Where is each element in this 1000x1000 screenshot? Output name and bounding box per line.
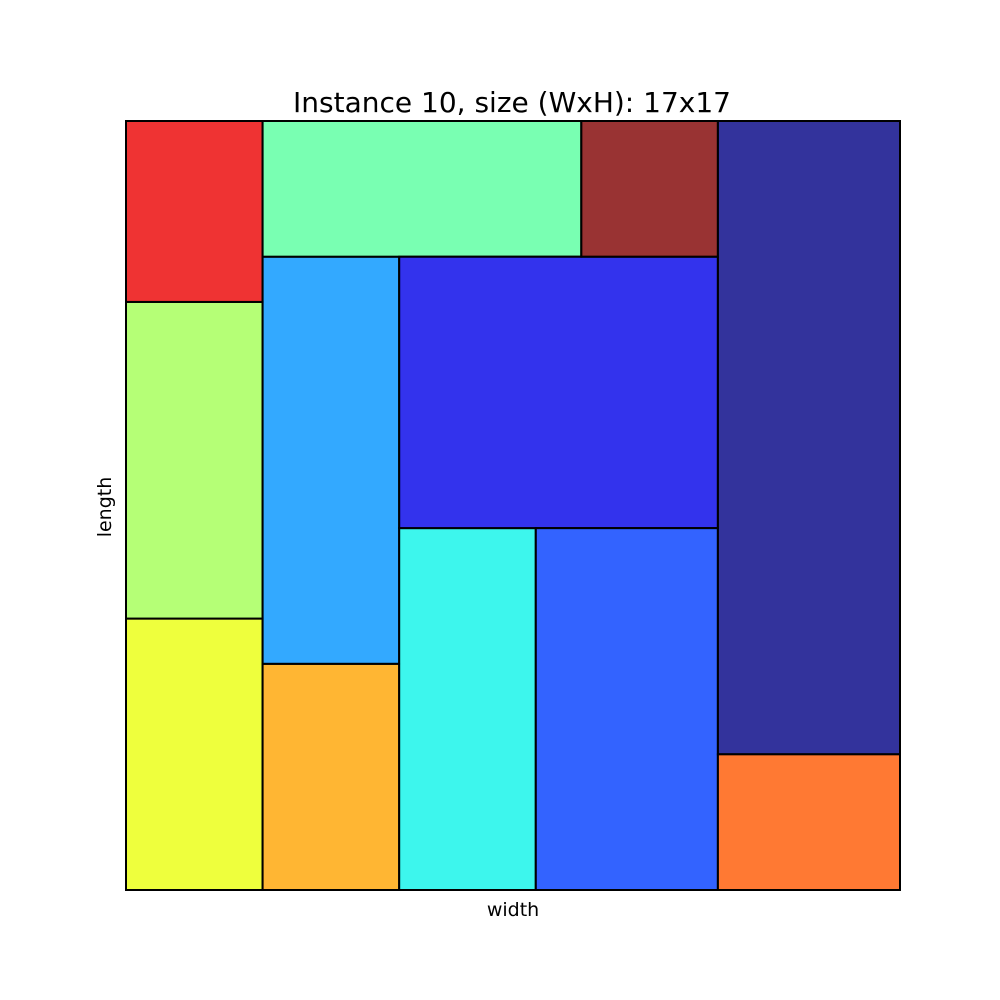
- rectangle-orange: [261, 662, 401, 892]
- rectangle-light-green: [125, 300, 264, 620]
- rectangle-cyan: [398, 527, 537, 892]
- plot-area: [125, 120, 901, 892]
- rectangle-navy: [716, 120, 901, 756]
- y-axis-label: length: [94, 477, 116, 538]
- rectangle-sky-blue: [261, 255, 401, 665]
- rectangle-red: [125, 120, 264, 303]
- rectangle-royal-blue: [534, 527, 719, 892]
- rectangle-orange-red: [716, 753, 901, 892]
- x-axis-label: width: [487, 899, 539, 921]
- rectangle-blue: [398, 255, 719, 530]
- rectangle-dark-red: [580, 120, 719, 258]
- rectangle-mint: [261, 120, 583, 258]
- rectangle-yellow: [125, 617, 264, 892]
- plot-frame: [125, 120, 901, 891]
- chart-title: Instance 10, size (WxH): 17x17: [293, 86, 731, 119]
